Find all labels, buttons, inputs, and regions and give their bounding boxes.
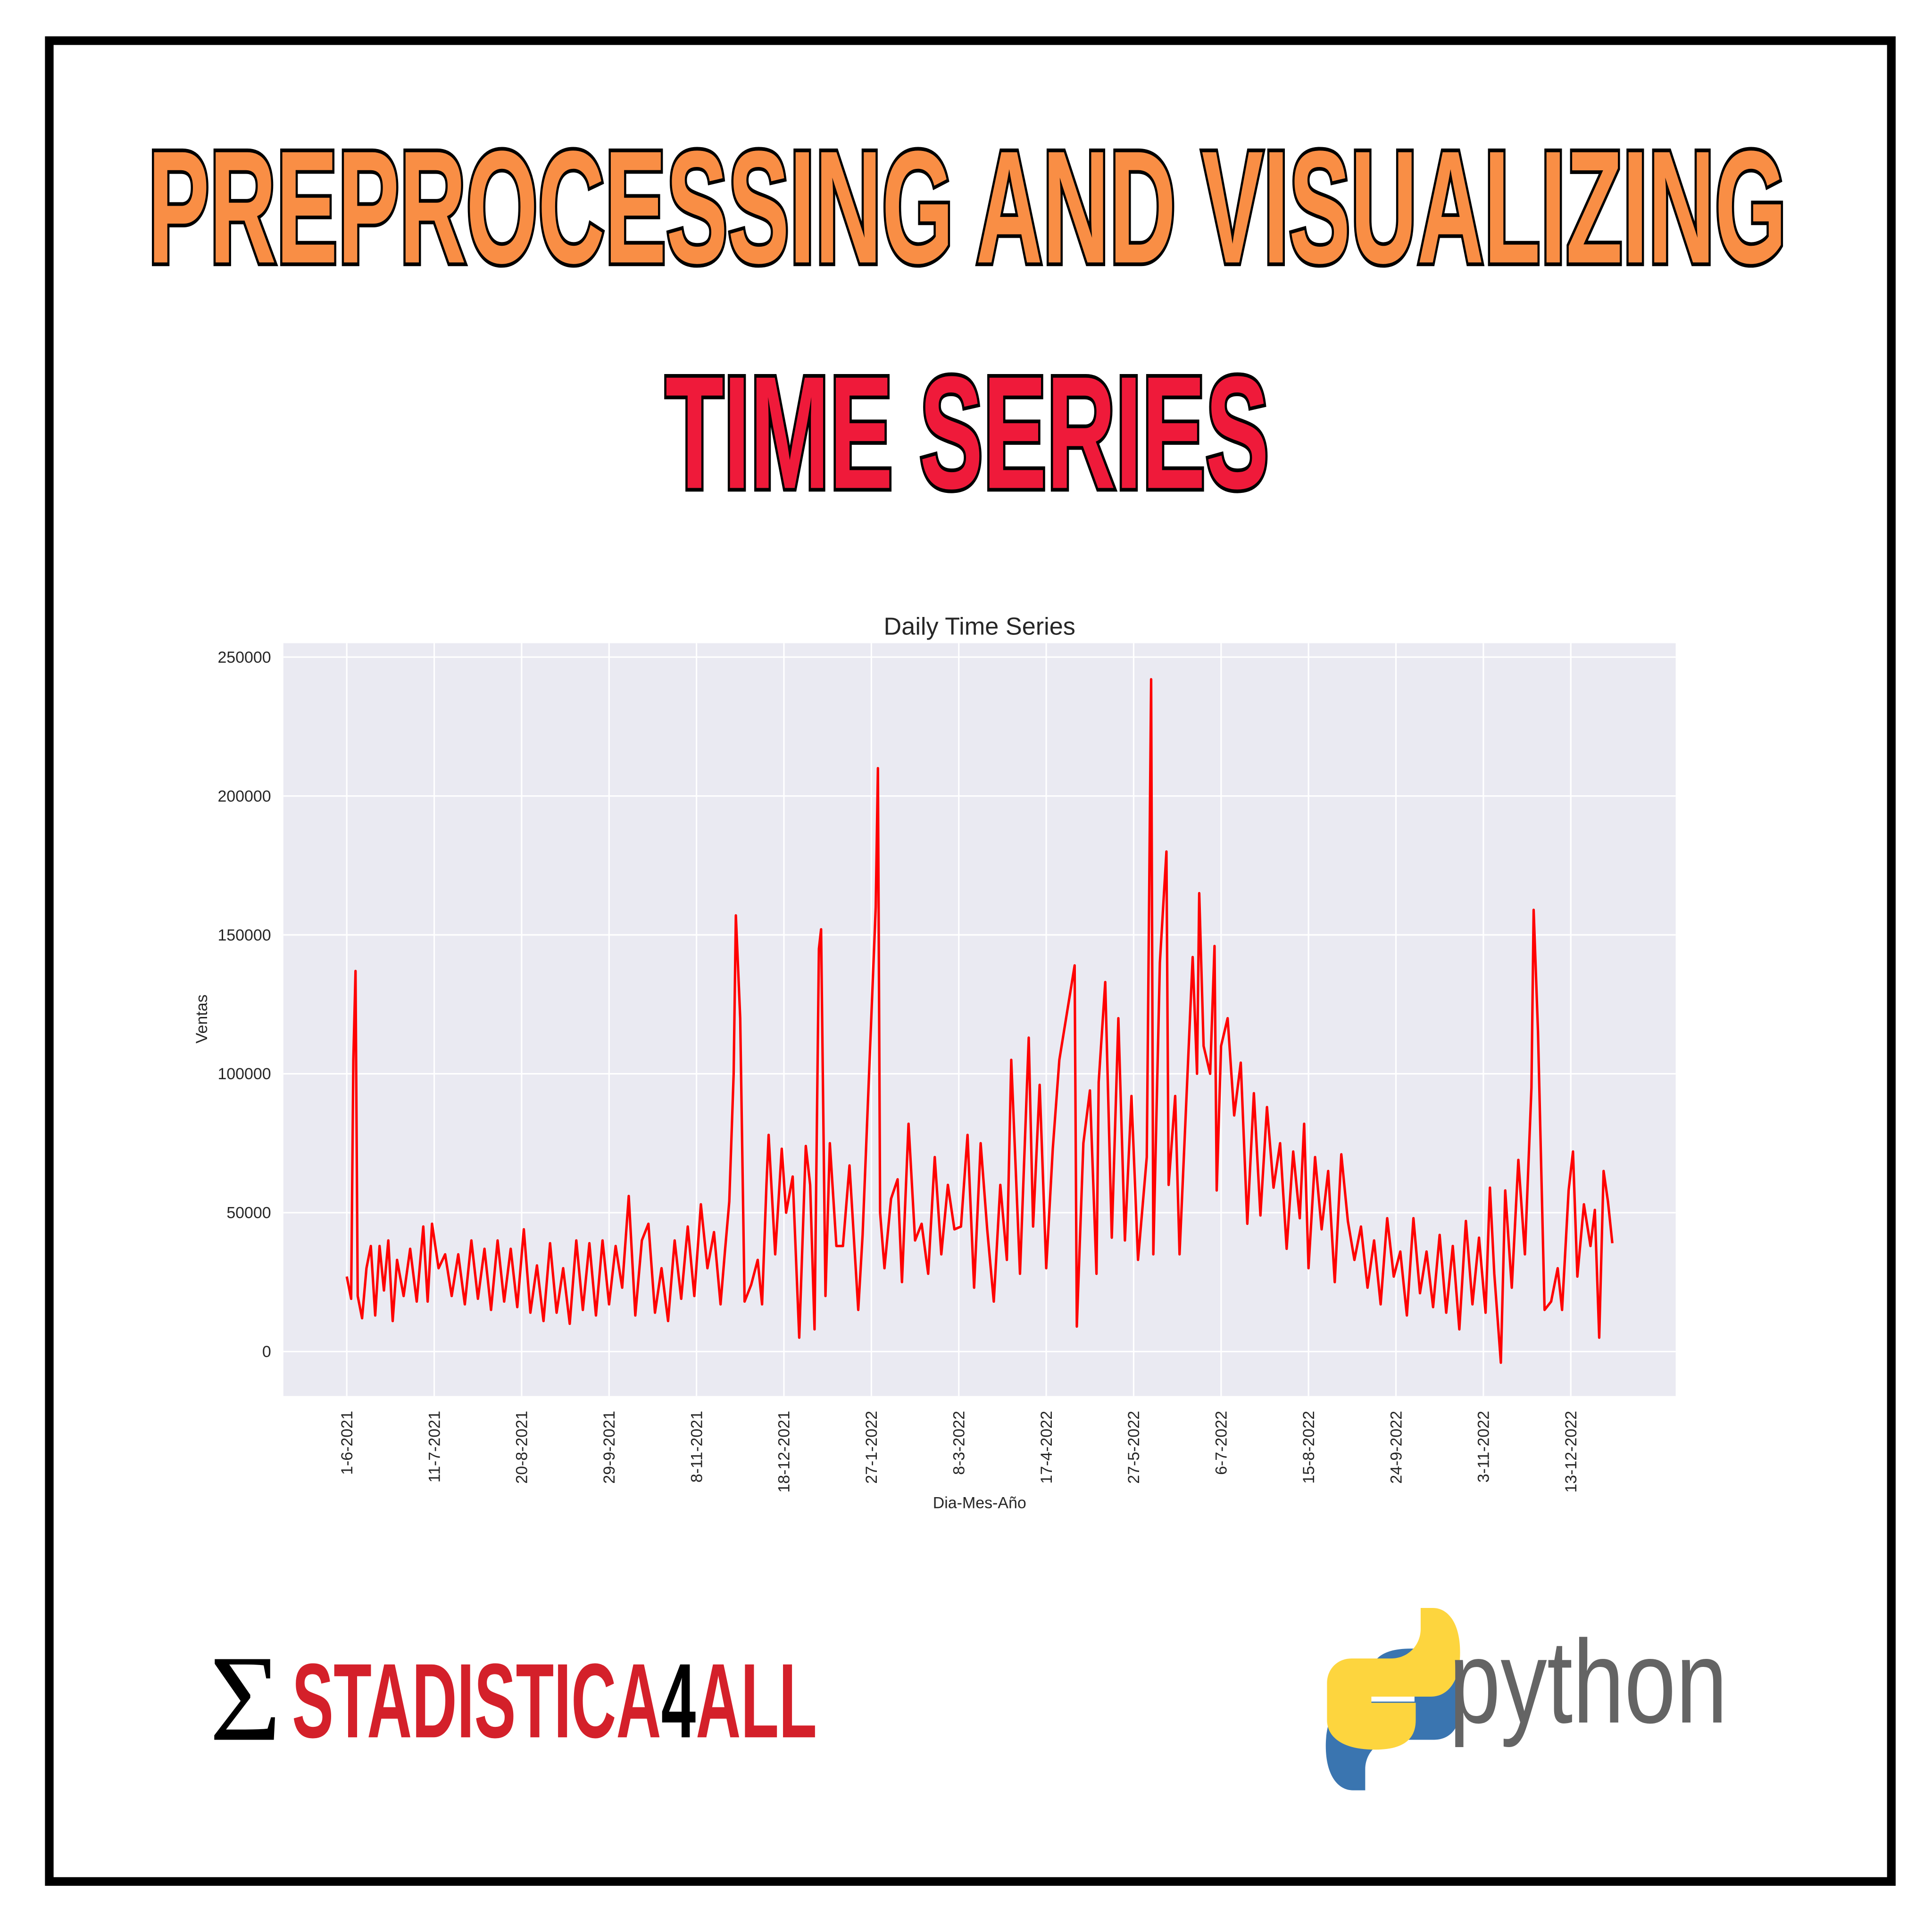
brand-part1: STADISTICA [292,1641,661,1760]
y-tick-label: 250000 [217,649,271,666]
x-tick-label: 11-7-2021 [425,1411,443,1482]
brand-part2: ALL [696,1641,817,1760]
x-tick-label: 17-4-2022 [1038,1411,1056,1484]
x-axis-label: Dia-Mes-Año [933,1494,1026,1512]
x-tick-label: 29-9-2021 [600,1411,618,1484]
python-icon [1325,1607,1460,1790]
x-tick-label: 20-8-2021 [513,1411,531,1484]
x-tick-label: 24-9-2022 [1387,1411,1405,1484]
x-tick-label: 15-8-2022 [1300,1411,1318,1484]
chart: Daily Time Series 0 50000 100000 150000 20000… [193,613,1676,1512]
title-line2: TIME SERIES [666,343,1269,522]
python-text: python [1449,1616,1727,1748]
plot-area [283,643,1676,1396]
title-line1: PREPROCESSING AND VISUALIZING [148,117,1786,296]
y-axis-label: Ventas [193,994,211,1043]
x-tick-label: 27-1-2022 [863,1411,881,1484]
y-tick-label: 0 [262,1343,271,1361]
x-tick-label: 6-7-2022 [1213,1411,1231,1475]
brand-digit: 4 [661,1641,696,1760]
y-tick-label: 200000 [217,787,271,805]
x-tick-label: 13-12-2022 [1562,1411,1580,1493]
y-tick-label: 50000 [226,1204,271,1222]
x-tick-label: 3-11-2022 [1475,1411,1493,1482]
brand-name: STADISTICA4ALL [292,1641,817,1760]
python-icon-yellow [1327,1607,1460,1750]
x-tick-label: 1-6-2021 [338,1411,356,1475]
series-line [345,678,1614,1364]
chart-title: Daily Time Series [884,613,1075,640]
x-tick-label: 8-3-2022 [950,1411,968,1475]
y-tick-label: 150000 [217,926,271,944]
x-tick-label: 18-12-2021 [775,1411,793,1493]
x-tick-label: 27-5-2022 [1125,1411,1143,1484]
x-tick-label: 8-11-2021 [688,1411,706,1482]
y-tick-label: 100000 [217,1065,271,1083]
brand-symbol: Σ [209,1630,281,1766]
